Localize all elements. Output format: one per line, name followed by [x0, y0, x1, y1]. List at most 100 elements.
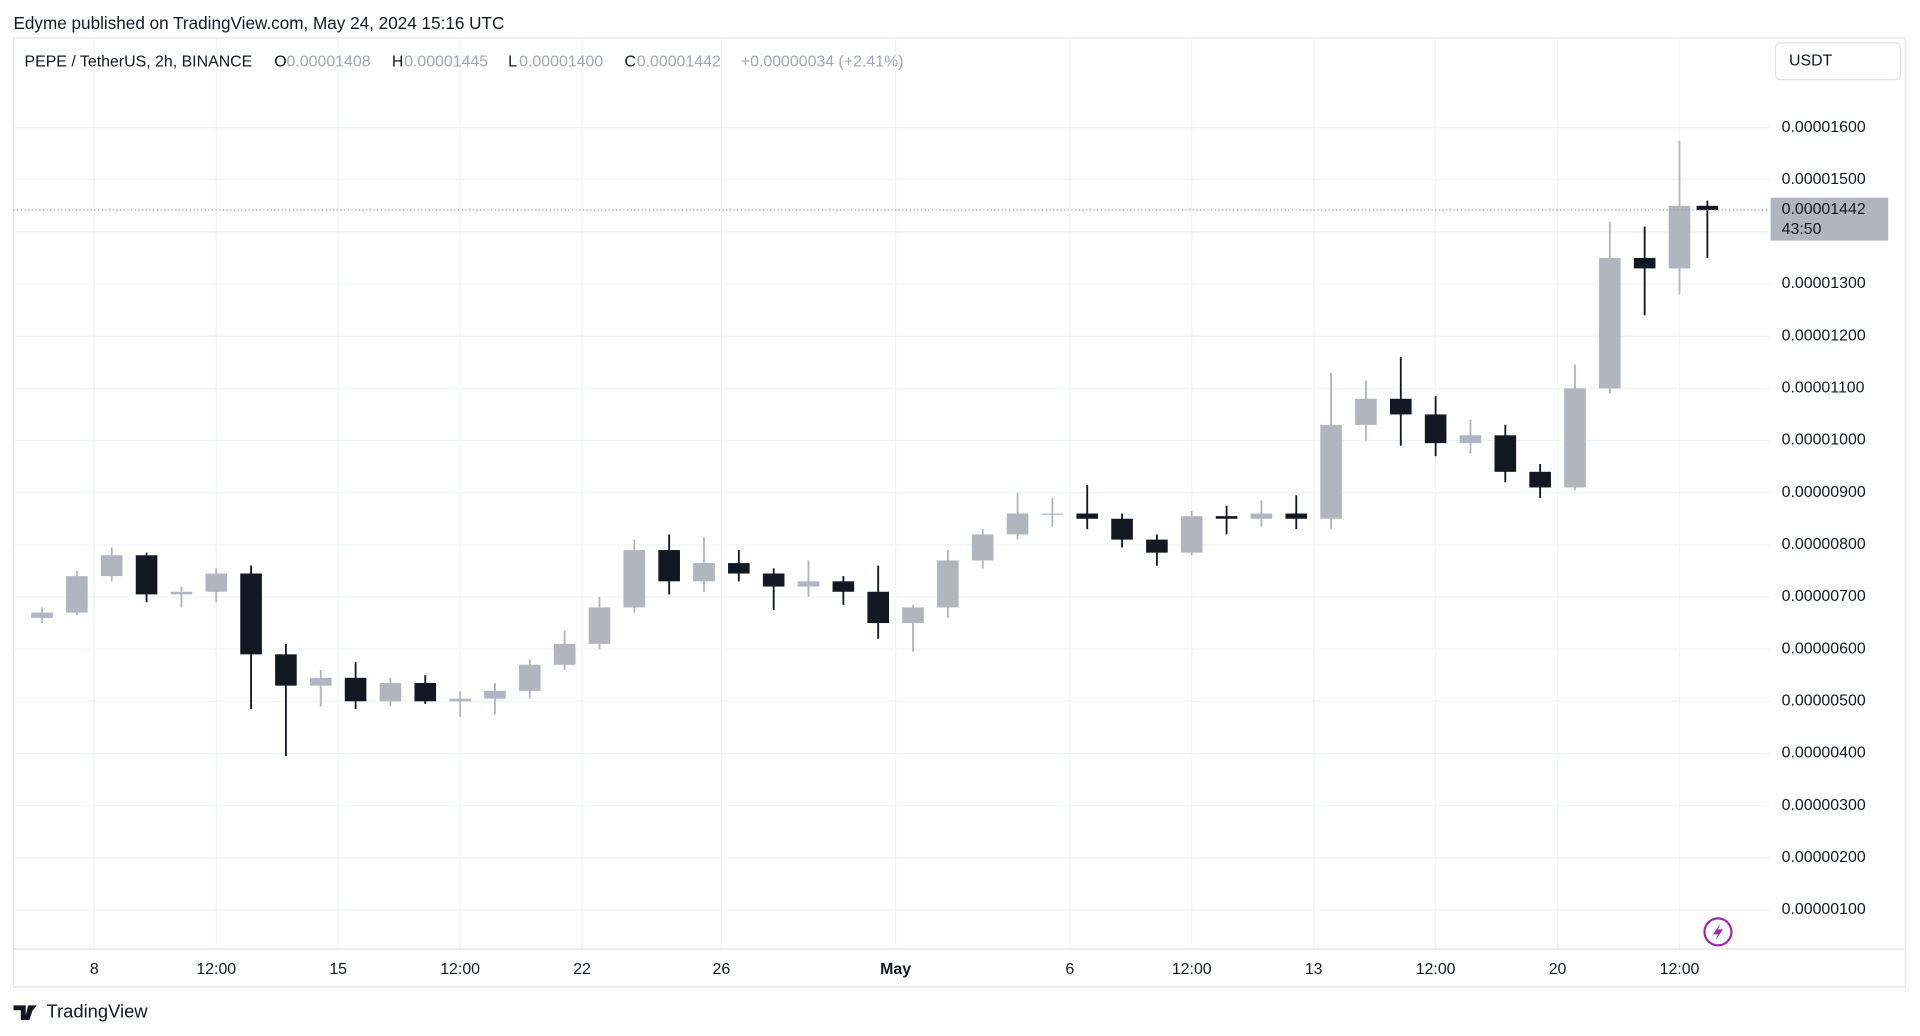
y-tick-label: 0.00000300: [1782, 797, 1866, 814]
candle-body: [867, 591, 889, 624]
x-tick-label: 12:00: [1660, 961, 1700, 978]
x-tick-label: 20: [1549, 961, 1567, 978]
x-tick-label: 6: [1065, 961, 1074, 978]
candle-body: [66, 576, 88, 613]
candle-body: [1250, 513, 1273, 519]
y-tick-label: 0.00000800: [1782, 536, 1866, 553]
candle-body: [275, 654, 297, 686]
candle-body: [937, 560, 959, 608]
candle-body: [728, 563, 750, 574]
legend-o: 0.00001408: [287, 54, 371, 71]
plot: 0.00000100 0.00000200 0.00000300 0.00000400…: [13, 38, 1906, 978]
legend-c-label: C: [624, 54, 636, 71]
candle-body: [1633, 257, 1656, 269]
x-tick-label: 12:00: [196, 961, 236, 978]
candle-body: [1320, 424, 1342, 519]
candle-body: [309, 677, 332, 686]
x-tick-label: 13: [1305, 961, 1323, 978]
candle-body: [1599, 257, 1621, 389]
candle-body: [553, 643, 576, 665]
candle-body: [449, 698, 471, 702]
candle-body: [971, 534, 994, 561]
legend-h-label: H: [392, 54, 404, 71]
candle-body: [623, 550, 646, 608]
tv-logo: [13, 1005, 37, 1021]
candle-body: [1424, 414, 1447, 444]
candle-body: [240, 573, 262, 655]
candle-body: [31, 612, 53, 618]
x-tick-label: 22: [573, 961, 591, 978]
candle-body: [344, 677, 367, 702]
candle-body: [693, 563, 715, 582]
candle-body: [379, 683, 402, 702]
legend-symbol: PEPE / TetherUS, 2h, BINANCE: [24, 54, 252, 71]
candle-body: [1355, 398, 1377, 425]
last-price-box: [1770, 197, 1889, 241]
candle-body: [1215, 516, 1238, 519]
candle-body: [902, 607, 924, 624]
legend-o-label: O: [274, 54, 286, 71]
candle-body: [832, 581, 855, 592]
x-tick-label: 12:00: [1172, 961, 1212, 978]
lightning-icon[interactable]: [1703, 917, 1733, 947]
candle-body: [1564, 388, 1586, 488]
candle-body: [414, 683, 437, 702]
currency-label[interactable]: USDT: [1789, 52, 1833, 69]
candle-body: [1494, 435, 1517, 472]
candle-body: [658, 550, 680, 582]
x-tick-label: 15: [329, 961, 347, 978]
legend-l: 0.00001400: [519, 54, 603, 71]
candle-body: [1076, 513, 1099, 519]
footer-brand: TradingView: [47, 1001, 149, 1022]
last-price-label: 0.00001442: [1782, 201, 1866, 218]
y-tick-label: 0.00001500: [1782, 171, 1866, 188]
candle-body: [1529, 471, 1551, 488]
candle-body: [484, 690, 506, 699]
candle-body: [1389, 398, 1412, 415]
candle-body: [588, 607, 611, 644]
y-tick-label: 0.00000600: [1782, 640, 1866, 657]
candle-body: [135, 555, 158, 595]
y-tick-label: 0.00001600: [1782, 119, 1866, 136]
candle-body: [205, 573, 228, 592]
x-tick-label: May: [880, 961, 911, 978]
candle-body: [1696, 205, 1719, 210]
publisher-line: Edyme published on TradingView.com, May …: [13, 13, 504, 33]
x-tick-label: 8: [90, 961, 99, 978]
y-tick-label: 0.00000200: [1782, 849, 1866, 866]
y-tick-label: 0.00000900: [1782, 484, 1866, 501]
candle-body: [518, 664, 541, 691]
y-tick-label: 0.00001300: [1782, 275, 1866, 292]
legend-h: 0.00001445: [404, 54, 488, 71]
x-tick-label: 12:00: [1416, 961, 1456, 978]
legend-c: 0.00001442: [637, 54, 721, 71]
candle-body: [1285, 513, 1308, 519]
candle-body: [1041, 513, 1064, 515]
lightning-bolt: [1713, 923, 1723, 941]
currency-button[interactable]: [1774, 42, 1902, 81]
legend-l-label: L: [508, 54, 517, 71]
candle-body: [1111, 518, 1133, 540]
candle-body: [1459, 435, 1482, 444]
y-tick-label: 0.00000100: [1782, 901, 1866, 918]
countdown-label: 43:50: [1782, 221, 1822, 238]
y-tick-label: 0.00001100: [1782, 380, 1865, 397]
candle-body: [797, 581, 820, 587]
y-tick-label: 0.00000700: [1782, 588, 1866, 605]
y-tick-label: 0.00001000: [1782, 432, 1866, 449]
x-tick-label: 12:00: [440, 961, 480, 978]
x-tick-label: 26: [713, 961, 731, 978]
y-tick-label: 0.00000400: [1782, 745, 1866, 762]
candle-body: [1180, 516, 1203, 553]
legend: PEPE / TetherUS, 2h, BINANCE O 0.0000140…: [24, 54, 903, 71]
y-tick-label: 0.00001200: [1782, 327, 1866, 344]
candle-body: [170, 591, 193, 595]
chart-frame: [12, 37, 1906, 988]
y-tick-label: 0.00000500: [1782, 692, 1866, 709]
candle-body: [100, 555, 123, 577]
candle-body: [1668, 205, 1691, 269]
candle-body: [762, 573, 785, 587]
candle-body: [1146, 539, 1168, 553]
